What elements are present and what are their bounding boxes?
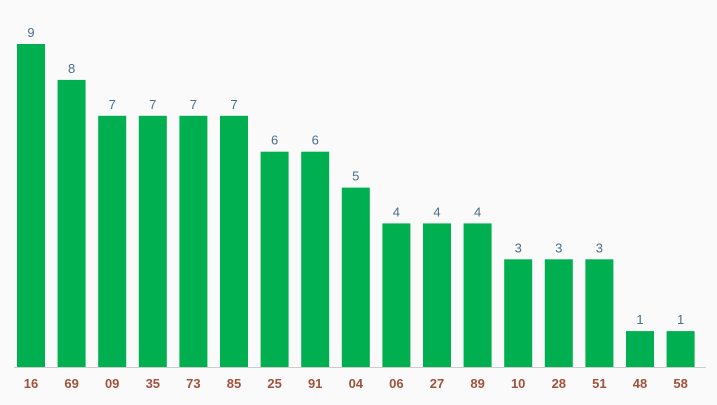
bars-group bbox=[17, 44, 695, 368]
x-tick-label-10: 10 bbox=[511, 376, 525, 391]
bar-89 bbox=[463, 223, 492, 367]
value-label-51: 3 bbox=[596, 240, 603, 255]
x-tick-label-85: 85 bbox=[227, 376, 241, 391]
value-label-91: 6 bbox=[312, 133, 319, 148]
x-tick-label-58: 58 bbox=[673, 376, 687, 391]
bar-91 bbox=[301, 151, 330, 367]
x-tick-label-04: 04 bbox=[349, 376, 364, 391]
value-label-58: 1 bbox=[677, 312, 684, 327]
x-tick-label-16: 16 bbox=[24, 376, 38, 391]
bar-69 bbox=[57, 79, 86, 368]
x-tick-label-89: 89 bbox=[470, 376, 484, 391]
bar-10 bbox=[504, 259, 533, 367]
value-label-06: 4 bbox=[393, 204, 400, 219]
value-label-28: 3 bbox=[555, 240, 562, 255]
value-label-73: 7 bbox=[190, 97, 197, 112]
value-label-27: 4 bbox=[433, 204, 440, 219]
bar-27 bbox=[423, 223, 451, 367]
bar-09 bbox=[98, 115, 127, 367]
x-tick-label-48: 48 bbox=[633, 376, 647, 391]
bar-06 bbox=[382, 223, 411, 367]
x-tick-label-69: 69 bbox=[64, 376, 78, 391]
x-tick-label-25: 25 bbox=[267, 376, 281, 391]
bar-48 bbox=[626, 331, 654, 367]
value-label-69: 8 bbox=[68, 61, 75, 76]
bar-73 bbox=[179, 115, 208, 367]
x-tick-label-73: 73 bbox=[186, 376, 200, 391]
value-label-04: 5 bbox=[352, 169, 359, 184]
value-label-25: 6 bbox=[271, 133, 278, 148]
bar-58 bbox=[666, 331, 695, 367]
value-label-09: 7 bbox=[109, 97, 116, 112]
x-tick-label-28: 28 bbox=[552, 376, 566, 391]
x-tick-label-35: 35 bbox=[146, 376, 160, 391]
value-label-10: 3 bbox=[515, 240, 522, 255]
bar-16 bbox=[17, 44, 45, 367]
x-tick-label-91: 91 bbox=[308, 376, 322, 391]
x-tick-labels-group: 16 69 09 35 73 85 25 91 04 06 27 89 10 28 51 48 58 bbox=[24, 376, 688, 391]
value-labels-group: 9 8 7 7 7 7 6 6 5 4 4 4 3 3 3 1 1 bbox=[27, 25, 684, 327]
value-label-16: 9 bbox=[27, 25, 34, 40]
x-tick-label-09: 09 bbox=[105, 376, 119, 391]
value-label-89: 4 bbox=[474, 204, 481, 219]
bar-04 bbox=[341, 187, 370, 367]
bar-28 bbox=[544, 259, 573, 367]
value-label-48: 1 bbox=[636, 312, 643, 327]
value-label-35: 7 bbox=[149, 97, 156, 112]
bar-35 bbox=[138, 115, 167, 367]
value-label-85: 7 bbox=[230, 97, 237, 112]
x-tick-label-27: 27 bbox=[430, 376, 444, 391]
x-tick-label-51: 51 bbox=[592, 376, 606, 391]
bar-51 bbox=[585, 259, 614, 367]
bar-85 bbox=[220, 115, 248, 367]
x-tick-label-06: 06 bbox=[389, 376, 403, 391]
bar-25 bbox=[260, 151, 289, 367]
